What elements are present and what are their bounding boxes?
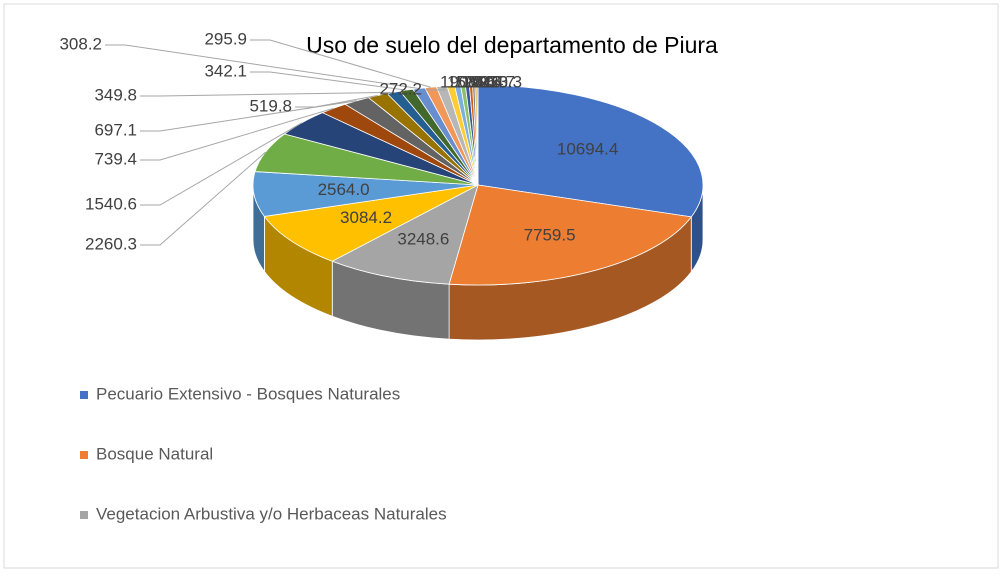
leader-line [140, 122, 303, 206]
data-label: 150.2 [447, 72, 490, 91]
legend-label: Bosque Natural [96, 444, 213, 463]
leader-line [295, 94, 378, 108]
data-label: 308.2 [59, 34, 102, 53]
slice [448, 184, 692, 286]
leader-line [425, 85, 447, 91]
legend-swatch [80, 391, 88, 399]
data-label: 2564.0 [318, 180, 370, 199]
data-label: 60.3 [475, 72, 508, 91]
leader-line [140, 151, 266, 246]
slice [252, 171, 479, 217]
data-label: 3248.6 [397, 229, 449, 248]
data-label: 1540.6 [85, 194, 137, 213]
data-label: 100.4 [461, 72, 504, 91]
leader-line [140, 107, 334, 161]
data-label: 272.2 [379, 79, 422, 98]
leader-line [105, 44, 419, 90]
data-label: 739.4 [94, 149, 137, 168]
data-label: 120.5 [454, 72, 497, 91]
data-label: 342.1 [204, 61, 247, 80]
data-label: 519.8 [249, 96, 292, 115]
legend-swatch [80, 451, 88, 459]
data-label: 2260.3 [85, 234, 137, 253]
leader-line [250, 39, 431, 88]
data-label: 295.9 [204, 29, 247, 48]
leader-line [250, 71, 407, 91]
data-label: 3084.2 [340, 208, 392, 227]
legend-label: Pecuario Extensivo - Bosques Naturales [96, 384, 400, 403]
data-label: 190.3 [440, 72, 483, 91]
data-label: 7759.5 [524, 225, 576, 244]
data-label: 349.8 [94, 85, 137, 104]
data-label: 697.1 [94, 120, 137, 139]
slice [477, 84, 704, 218]
data-label: 45.7 [482, 72, 515, 91]
data-label: 10694.4 [557, 139, 618, 158]
data-label: 30.3 [489, 72, 522, 91]
leader-line [140, 100, 357, 132]
chart-title: Uso de suelo del departamento de Piura [306, 32, 718, 58]
slice [331, 184, 479, 285]
legend-label: Vegetacion Arbustiva y/o Herbaceas Natur… [96, 504, 447, 523]
data-label: 80.6 [468, 72, 501, 91]
slice [263, 184, 479, 262]
slice [476, 84, 479, 186]
legend-swatch [80, 511, 88, 519]
leader-line [140, 91, 394, 97]
